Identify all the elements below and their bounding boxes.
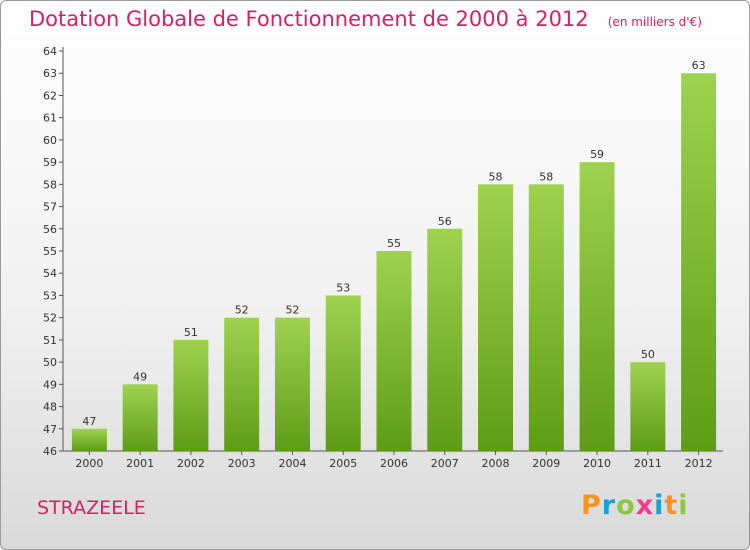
bars xyxy=(71,73,717,452)
brand-letter: o xyxy=(616,490,636,521)
y-tick-label: 60 xyxy=(43,134,57,147)
value-label: 52 xyxy=(235,304,249,317)
y-tick-label: 55 xyxy=(43,245,57,258)
y-tick-label: 58 xyxy=(43,178,57,191)
bar xyxy=(630,362,666,451)
x-tick-label: 2004 xyxy=(278,457,306,470)
y-tick-label: 48 xyxy=(43,401,57,414)
axes: 46 47 48 49 50 51 52 53 54 55 56 57 58 59 60 61 62 63 64 xyxy=(43,45,723,458)
y-tick-label: 46 xyxy=(43,445,57,458)
y-tick-label: 47 xyxy=(43,423,57,436)
value-label: 59 xyxy=(590,148,604,161)
bar xyxy=(427,228,463,451)
x-tick-label: 2007 xyxy=(431,457,459,470)
x-tick-label: 2001 xyxy=(126,457,154,470)
x-tick-label: 2008 xyxy=(482,457,510,470)
value-label: 49 xyxy=(133,370,147,383)
labels: 2000 47 2001 49 2002 51 2003 52 2004 52 2005 53 2006… xyxy=(75,59,712,470)
y-tick-label: 53 xyxy=(43,289,57,302)
y-tick-label: 63 xyxy=(43,67,57,80)
x-tick-label: 2011 xyxy=(634,457,662,470)
brand-letter: r xyxy=(601,490,617,521)
y-tick-label: 50 xyxy=(43,356,57,369)
brand-letter: i xyxy=(678,490,689,521)
y-tick-label: 56 xyxy=(43,223,57,236)
value-label: 47 xyxy=(82,415,96,428)
brand-logo: Proxiti xyxy=(581,490,689,521)
bar xyxy=(224,317,260,451)
brand-letter: t xyxy=(664,490,679,521)
commune-name: STRAZEELE xyxy=(37,497,146,519)
bar xyxy=(478,184,514,452)
bar xyxy=(325,295,361,451)
bar xyxy=(681,73,717,451)
x-tick-label: 2000 xyxy=(75,457,103,470)
value-label: 51 xyxy=(184,326,198,339)
value-label: 55 xyxy=(387,237,401,250)
value-label: 56 xyxy=(438,215,452,228)
x-tick-label: 2009 xyxy=(532,457,560,470)
x-tick-label: 2006 xyxy=(380,457,408,470)
x-tick-label: 2003 xyxy=(228,457,256,470)
y-tick-label: 62 xyxy=(43,89,57,102)
y-tick-label: 64 xyxy=(43,45,57,58)
bar xyxy=(579,162,615,451)
value-label: 52 xyxy=(285,304,299,317)
bar xyxy=(173,339,209,451)
chart-unit: (en milliers d'€) xyxy=(607,15,702,29)
x-tick-label: 2012 xyxy=(685,457,713,470)
brand-letter: i xyxy=(654,490,665,521)
value-label: 63 xyxy=(692,59,706,72)
y-tick-label: 61 xyxy=(43,112,57,125)
value-label: 53 xyxy=(336,281,350,294)
x-tick-label: 2005 xyxy=(329,457,357,470)
y-tick-label: 59 xyxy=(43,156,57,169)
y-tick-label: 51 xyxy=(43,334,57,347)
y-tick-label: 57 xyxy=(43,201,57,214)
brand-letter: P xyxy=(581,490,602,521)
value-label: 58 xyxy=(539,170,553,183)
y-tick-label: 49 xyxy=(43,378,57,391)
y-tick-label: 54 xyxy=(43,267,57,280)
brand-letter: x xyxy=(635,490,655,521)
bar xyxy=(528,184,564,452)
x-tick-label: 2010 xyxy=(583,457,611,470)
bar xyxy=(274,317,310,451)
y-tick-label: 52 xyxy=(43,312,57,325)
bar xyxy=(122,384,158,451)
title-row: Dotation Globale de Fonctionnement de 20… xyxy=(29,7,702,31)
value-label: 58 xyxy=(489,170,503,183)
bar xyxy=(71,428,107,451)
chart-title: Dotation Globale de Fonctionnement de 20… xyxy=(29,7,589,31)
bar xyxy=(376,251,412,451)
x-tick-label: 2002 xyxy=(177,457,205,470)
value-label: 50 xyxy=(641,348,655,361)
